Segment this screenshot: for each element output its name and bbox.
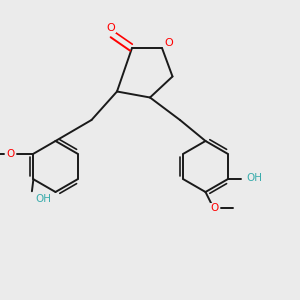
Text: O: O: [164, 38, 173, 48]
Text: O: O: [106, 23, 116, 33]
Text: O: O: [210, 203, 219, 213]
Text: OH: OH: [36, 194, 52, 204]
Text: O: O: [6, 149, 14, 159]
Text: OH: OH: [247, 173, 262, 183]
